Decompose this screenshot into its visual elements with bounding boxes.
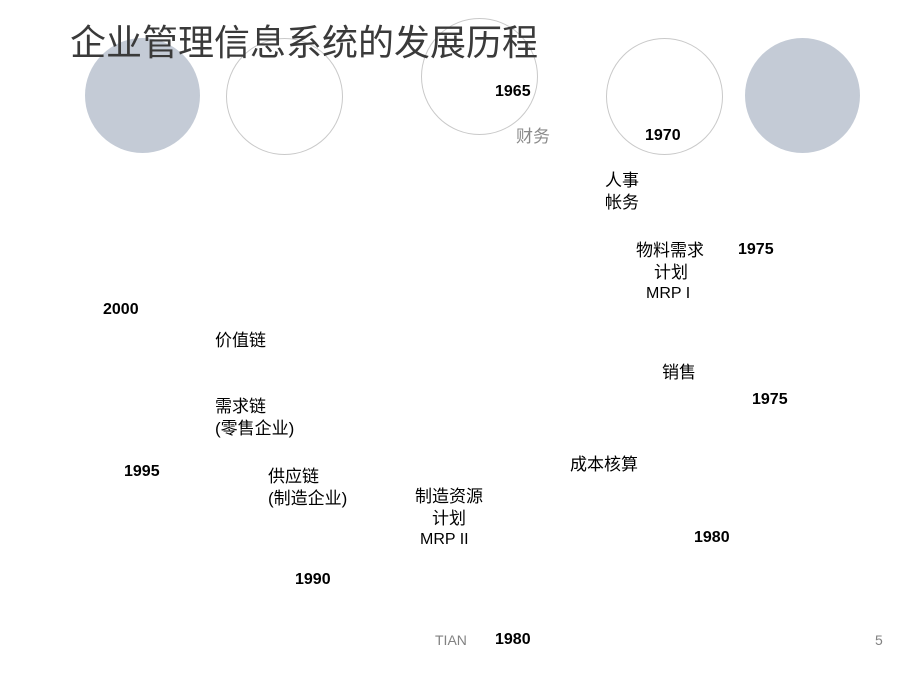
diagram-label-13: 需求链 — [215, 396, 266, 418]
diagram-label-7: MRP I — [646, 284, 690, 305]
diagram-label-1: 财务 — [516, 126, 550, 148]
diagram-label-4: 帐务 — [605, 192, 639, 214]
diagram-label-5: 物料需求 — [636, 240, 704, 262]
diagram-label-2: 1970 — [645, 126, 681, 147]
footer-page-number: 5 — [875, 632, 883, 648]
diagram-label-24: 1980 — [495, 630, 531, 651]
diagram-label-8: 1975 — [738, 240, 774, 261]
diagram-label-3: 人事 — [605, 170, 639, 192]
diagram-label-21: MRP II — [420, 530, 469, 551]
diagram-label-11: 销售 — [662, 362, 696, 384]
diagram-label-17: 供应链 — [268, 466, 319, 488]
diagram-label-15: 1995 — [124, 462, 160, 483]
diagram-label-12: 1975 — [752, 390, 788, 411]
diagram-label-9: 2000 — [103, 300, 139, 321]
diagram-label-16: 成本核算 — [570, 454, 638, 476]
diagram-label-19: 制造资源 — [415, 486, 483, 508]
slide-title: 企业管理信息系统的发展历程 — [70, 14, 538, 66]
diagram-label-6: 计划 — [654, 262, 688, 284]
diagram-label-18: (制造企业) — [268, 488, 347, 510]
diagram-label-22: 1980 — [694, 528, 730, 549]
diagram-label-10: 价值链 — [215, 330, 266, 352]
decorative-circle-4 — [745, 38, 860, 153]
diagram-label-14: (零售企业) — [215, 418, 294, 440]
footer-author: TIAN — [435, 632, 467, 648]
diagram-label-23: 1990 — [295, 570, 331, 591]
diagram-label-0: 1965 — [495, 82, 531, 103]
slide: 企业管理信息系统的发展历程1965财务1970人事帐务物料需求计划MRP I19… — [0, 0, 920, 690]
diagram-label-20: 计划 — [432, 508, 466, 530]
